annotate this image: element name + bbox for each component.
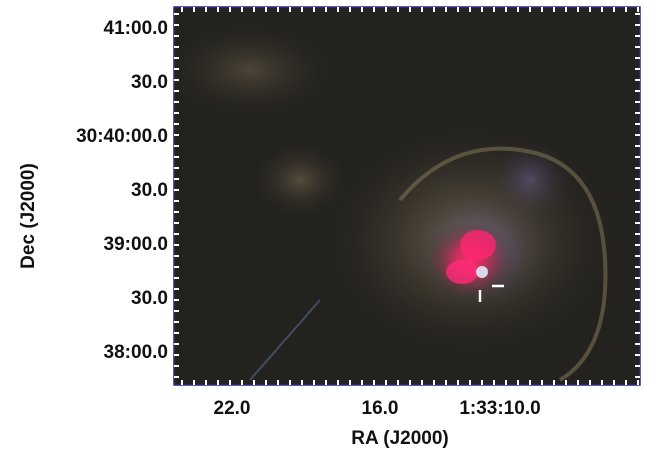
figure: RA (J2000) Dec (J2000) 22.0 16.0 1:33:10.0… [0,0,662,453]
x-tick-label: 22.0 [214,398,251,419]
y-tick-label: 30:40:00.0 [76,126,168,147]
x-tick-label: 16.0 [362,398,399,419]
y-tick-label: 39:00.0 [104,234,168,255]
x-tick-label: 1:33:10.0 [459,398,540,419]
sky-image [160,7,640,385]
y-tick-label: 41:00.0 [104,18,168,39]
y-tick-label: 30.0 [131,72,168,93]
y-tick-label: 30.0 [131,180,168,201]
y-tick-label: 38:00.0 [104,342,168,363]
y-tick-label: 30.0 [131,288,168,309]
y-axis-label: Dec (J2000) [18,163,39,269]
x-axis-label: RA (J2000) [351,428,449,449]
